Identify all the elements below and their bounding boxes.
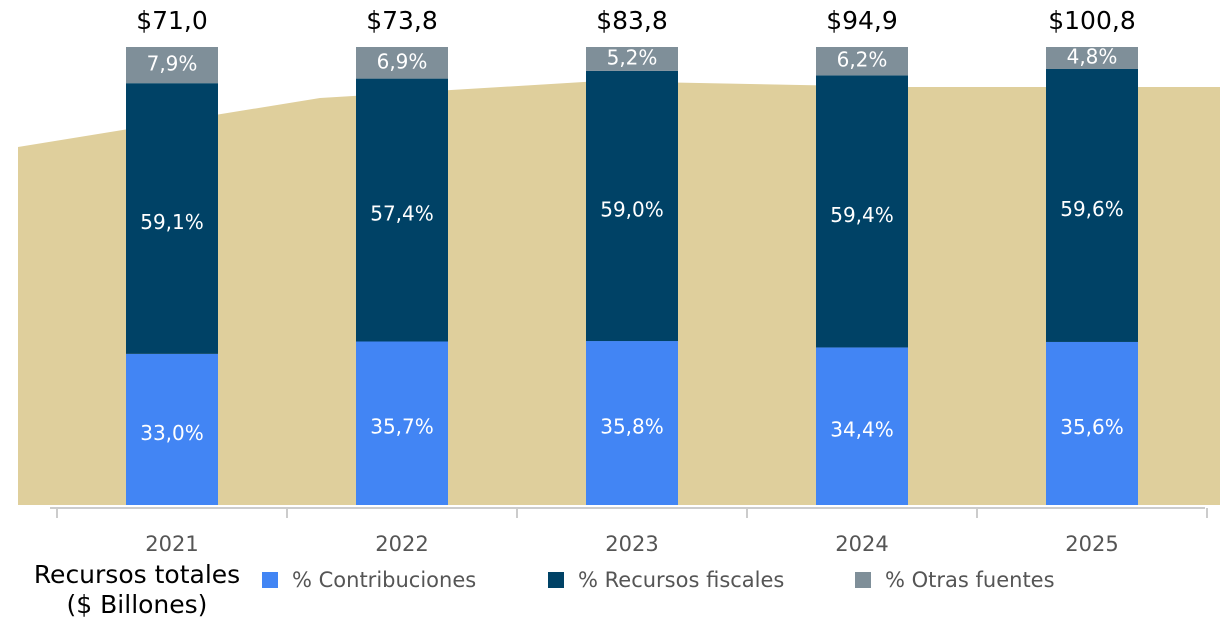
- bar-segment: [356, 341, 448, 505]
- bar-segment: [816, 75, 908, 348]
- bar-segment: [126, 47, 218, 84]
- bar-segment: [816, 47, 908, 76]
- total-label: $83,8: [596, 6, 668, 35]
- bar-segment: [586, 341, 678, 505]
- value-label: 35,6%: [1060, 415, 1124, 439]
- total-label: $94,9: [826, 6, 898, 35]
- value-label: 6,2%: [837, 48, 888, 72]
- value-label: 59,1%: [140, 210, 204, 234]
- bar-segment: [586, 70, 678, 342]
- bar-segment: [816, 347, 908, 505]
- value-label: 7,9%: [147, 52, 198, 76]
- x-tick-label: 2025: [1065, 532, 1118, 556]
- value-label: 57,4%: [370, 202, 434, 226]
- bar-segment: [126, 83, 218, 354]
- value-label: 34,4%: [830, 418, 894, 442]
- legend-swatch: [855, 572, 871, 588]
- totals-label: Recursos totales: [34, 560, 240, 589]
- legend-swatch: [548, 572, 564, 588]
- x-tick-label: 2022: [375, 532, 428, 556]
- total-label: $71,0: [136, 6, 208, 35]
- value-label: 59,4%: [830, 203, 894, 227]
- value-label: 59,0%: [600, 197, 664, 221]
- bar-segment: [1046, 68, 1138, 342]
- legend-label: % Otras fuentes: [885, 568, 1055, 592]
- value-label: 33,0%: [140, 421, 204, 445]
- bar-segment: [1046, 47, 1138, 69]
- legend-swatch: [262, 572, 278, 588]
- x-tick-label: 2023: [605, 532, 658, 556]
- value-label: 5,2%: [607, 45, 658, 69]
- totals-label: ($ Billones): [67, 590, 208, 619]
- x-tick-label: 2021: [145, 532, 198, 556]
- value-label: 59,6%: [1060, 197, 1124, 221]
- bar-segment: [1046, 341, 1138, 505]
- x-tick-label: 2024: [835, 532, 888, 556]
- value-label: 6,9%: [377, 49, 428, 73]
- bar-segment: [356, 78, 448, 342]
- total-label: $100,8: [1048, 6, 1135, 35]
- value-label: 35,7%: [370, 415, 434, 439]
- value-label: 35,8%: [600, 415, 664, 439]
- legend-label: % Recursos fiscales: [578, 568, 784, 592]
- total-label: $73,8: [366, 6, 438, 35]
- bar-segment: [356, 47, 448, 79]
- bar-segment: [586, 47, 678, 71]
- value-label: 4,8%: [1067, 44, 1118, 68]
- legend-label: % Contribuciones: [292, 568, 476, 592]
- bar-segment: [126, 353, 218, 505]
